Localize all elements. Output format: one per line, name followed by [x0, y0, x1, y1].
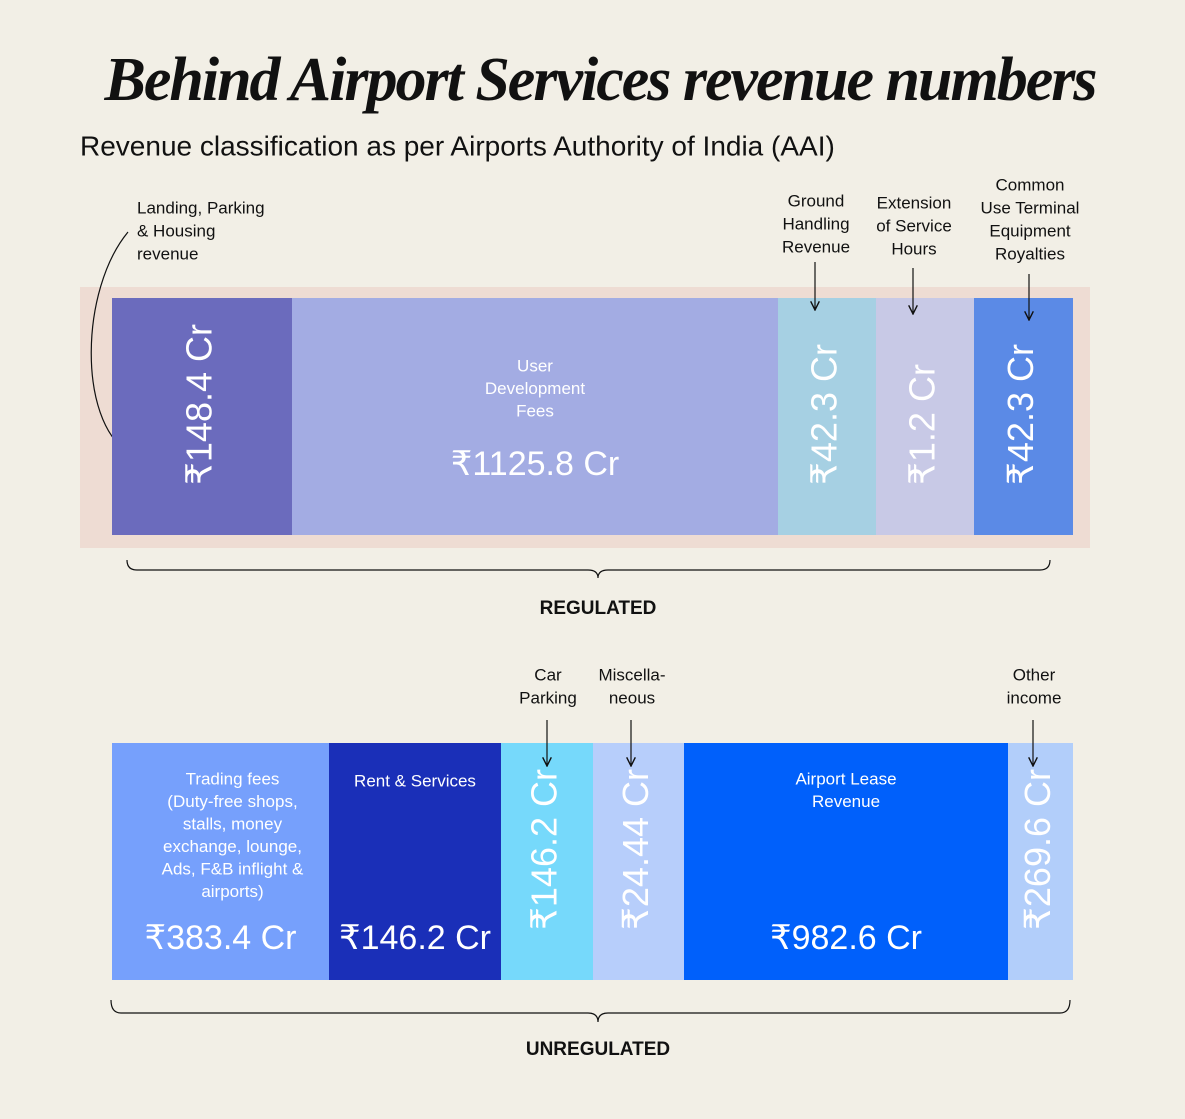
segment — [112, 743, 329, 980]
segment-amount: ₹42.3 Cr — [1000, 344, 1041, 485]
callout-label: Car — [534, 665, 562, 684]
segment-amount: ₹1125.8 Cr — [451, 445, 619, 483]
callout-label: revenue — [137, 244, 198, 263]
callout-label: Other — [1013, 665, 1056, 684]
section-label: REGULATED — [540, 598, 657, 619]
segment-amount: ₹24.44 Cr — [615, 769, 656, 930]
segment-label: airports) — [201, 882, 263, 901]
callout-label: Equipment — [989, 221, 1071, 240]
segment — [112, 298, 292, 535]
segment-amount: ₹383.4 Cr — [144, 919, 296, 957]
segment — [292, 298, 778, 535]
segment-amount: ₹146.2 Cr — [339, 919, 491, 957]
segment-amount: ₹42.3 Cr — [804, 344, 845, 485]
segment-amount: ₹982.6 Cr — [770, 919, 922, 957]
callout-label: Use Terminal — [981, 198, 1080, 217]
segment — [501, 743, 593, 980]
title: Behind Airport Services revenue numbers — [104, 46, 1097, 114]
callout-label: Ground — [788, 191, 845, 210]
segment-label: (Duty-free shops, — [167, 792, 297, 811]
brace — [126, 559, 1051, 579]
segment-label: stalls, money — [183, 814, 283, 833]
callout-label: Landing, Parking — [137, 198, 265, 217]
segment — [974, 298, 1073, 535]
segment-label: Revenue — [812, 792, 880, 811]
callout-label: income — [1007, 688, 1062, 707]
segment-label: Fees — [516, 401, 554, 420]
callout-label: Parking — [519, 688, 577, 707]
segment-label: Rent & Services — [354, 771, 476, 790]
segment — [876, 298, 974, 535]
callout-label: of Service — [876, 216, 952, 235]
callout-label: & Housing — [137, 221, 215, 240]
callout-label: Common — [996, 175, 1065, 194]
segment-label: Development — [485, 379, 585, 398]
segment — [1008, 743, 1073, 980]
subtitle: Revenue classification as per Airports A… — [80, 130, 835, 161]
segment-amount: ₹146.2 Cr — [524, 769, 565, 930]
segment-label: exchange, lounge, — [163, 837, 302, 856]
segment — [684, 743, 1008, 980]
callout-label: Miscella- — [598, 665, 665, 684]
segment-amount: ₹1.2 Cr — [902, 364, 943, 485]
callout-label: Hours — [891, 239, 936, 258]
segment-label: Trading fees — [186, 769, 280, 788]
callout-label: Revenue — [782, 237, 850, 256]
callout-arrow — [90, 231, 128, 452]
segment-label: User — [517, 356, 553, 375]
callout-label: Royalties — [995, 244, 1065, 263]
section-label: UNREGULATED — [526, 1039, 670, 1060]
callout-label: Extension — [877, 193, 952, 212]
segment-amount: ₹148.4 Cr — [179, 324, 220, 485]
segment — [593, 743, 684, 980]
callout-label: neous — [609, 688, 655, 707]
callout-label: Handling — [782, 214, 849, 233]
brace — [110, 999, 1071, 1023]
segment — [778, 298, 876, 535]
segment-label: Airport Lease — [795, 769, 896, 788]
segment — [329, 743, 501, 980]
segment-label: Ads, F&B inflight & — [162, 859, 304, 878]
segment-amount: ₹269.6 Cr — [1017, 769, 1058, 930]
